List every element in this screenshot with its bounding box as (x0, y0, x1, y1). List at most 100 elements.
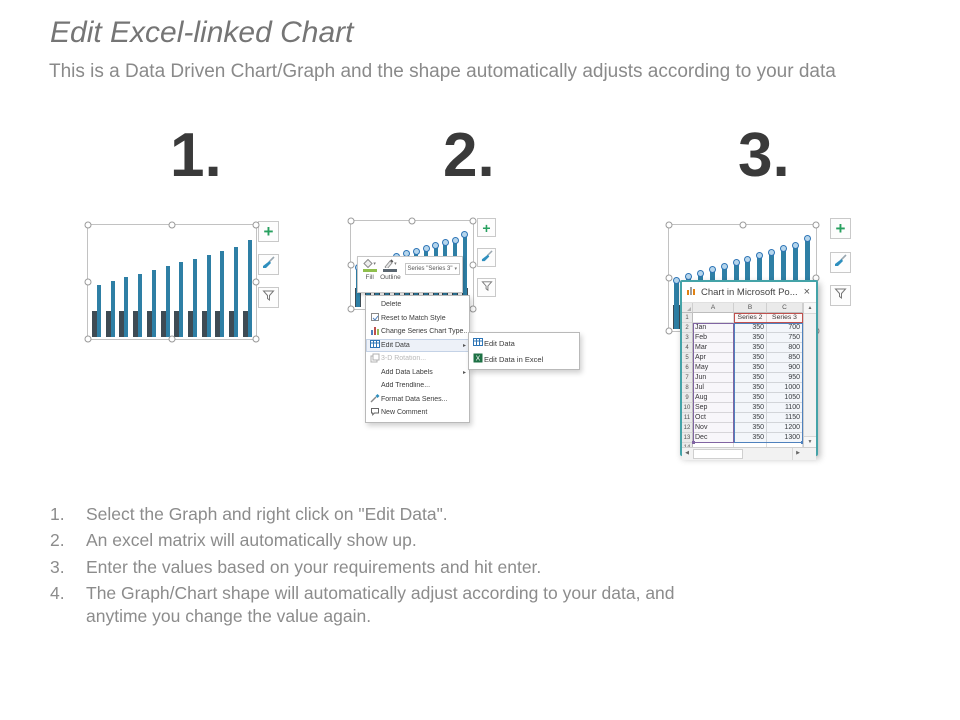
cell-c5[interactable]: 850 (767, 353, 803, 363)
chart-styles-button[interactable] (830, 252, 851, 273)
selection-handle[interactable] (347, 305, 355, 313)
scroll-right-icon[interactable]: ▶ (792, 448, 803, 460)
cell-b9[interactable]: 350 (734, 393, 767, 403)
chart-styles-button[interactable] (477, 248, 496, 267)
cell-a7[interactable]: Jun (693, 373, 734, 383)
scrollbar-thumb[interactable] (693, 449, 743, 459)
cell-c6[interactable]: 900 (767, 363, 803, 373)
cell-b6[interactable]: 350 (734, 363, 767, 373)
scroll-up-icon[interactable]: ▲ (804, 303, 816, 314)
menu-item-reset-to-match-style[interactable]: Reset to Match Style (366, 312, 469, 326)
column-header-a[interactable]: A (693, 303, 734, 313)
cell-c10[interactable]: 1100 (767, 403, 803, 413)
menu-item-change-series-chart-type[interactable]: Change Series Chart Type... (366, 325, 469, 339)
outline-button[interactable]: ▾ Outline (379, 259, 401, 281)
cell-a14[interactable] (693, 443, 734, 447)
row-number-4[interactable]: 4 (682, 343, 693, 353)
selection-handle[interactable] (347, 261, 355, 269)
cell-a9[interactable]: Aug (693, 393, 734, 403)
cell-b1[interactable]: Series 2 (734, 313, 767, 323)
cell-c12[interactable]: 1200 (767, 423, 803, 433)
chart-elements-button[interactable]: + (477, 218, 496, 237)
chart-filters-button[interactable] (830, 285, 851, 306)
cell-a2[interactable]: Jan (693, 323, 734, 333)
chart-filters-button[interactable] (258, 287, 279, 308)
row-number-1[interactable]: 1 (682, 313, 693, 323)
row-number-9[interactable]: 9 (682, 393, 693, 403)
menu-item-add-trendline[interactable]: Add Trendline... (366, 379, 469, 393)
cell-b10[interactable]: 350 (734, 403, 767, 413)
selection-handle[interactable] (739, 221, 746, 229)
selection-handle[interactable] (665, 274, 673, 282)
row-number-14[interactable]: 14 (682, 443, 693, 447)
row-number-6[interactable]: 6 (682, 363, 693, 373)
chart-styles-button[interactable] (258, 254, 279, 275)
cell-b2[interactable]: 350 (734, 323, 767, 333)
row-number-8[interactable]: 8 (682, 383, 693, 393)
selection-handle[interactable] (84, 221, 92, 229)
cell-a13[interactable]: Dec (693, 433, 734, 443)
vertical-scrollbar[interactable]: ▲ ▼ (803, 303, 816, 447)
row-number-5[interactable]: 5 (682, 353, 693, 363)
cell-a11[interactable]: Oct (693, 413, 734, 423)
cell-b11[interactable]: 350 (734, 413, 767, 423)
menu-item-format-data-series[interactable]: Format Data Series... (366, 393, 469, 407)
row-number-11[interactable]: 11 (682, 413, 693, 423)
close-icon[interactable]: × (803, 285, 810, 298)
menu-item-edit-data-in-excel[interactable]: X Edit Data in Excel (469, 351, 579, 367)
selection-handle[interactable] (252, 221, 260, 229)
selection-handle[interactable] (84, 278, 92, 286)
selection-handle[interactable] (469, 305, 477, 313)
menu-item-3-d-rotation[interactable]: 3-D Rotation... (366, 352, 469, 366)
selection-handle[interactable] (469, 261, 477, 269)
cell-c11[interactable]: 1150 (767, 413, 803, 423)
selection-handle[interactable] (665, 327, 673, 335)
selection-handle[interactable] (84, 335, 92, 343)
cell-a3[interactable]: Feb (693, 333, 734, 343)
row-number-3[interactable]: 3 (682, 333, 693, 343)
cell-b5[interactable]: 350 (734, 353, 767, 363)
cell-c1[interactable]: Series 3 (767, 313, 803, 323)
row-number-12[interactable]: 12 (682, 423, 693, 433)
horizontal-scrollbar[interactable]: ◀ ▶ (682, 447, 816, 460)
cell-b8[interactable]: 350 (734, 383, 767, 393)
chart-elements-button[interactable]: + (830, 218, 851, 239)
scroll-down-icon[interactable]: ▼ (804, 436, 816, 447)
cell-a4[interactable]: Mar (693, 343, 734, 353)
cell-c2[interactable]: 700 (767, 323, 803, 333)
cell-a6[interactable]: May (693, 363, 734, 373)
selection-handle[interactable] (347, 217, 355, 225)
scroll-left-icon[interactable]: ◀ (685, 450, 689, 456)
selection-handle[interactable] (469, 217, 477, 225)
cell-b14[interactable] (734, 443, 767, 447)
cell-c4[interactable]: 800 (767, 343, 803, 353)
row-number-13[interactable]: 13 (682, 433, 693, 443)
menu-item-new-comment[interactable]: New Comment (366, 406, 469, 420)
selection-handle[interactable] (252, 278, 260, 286)
cell-b3[interactable]: 350 (734, 333, 767, 343)
cell-b13[interactable]: 350 (734, 433, 767, 443)
menu-item-edit-data[interactable]: Edit Data ▸ (366, 338, 469, 352)
cell-a8[interactable]: Jul (693, 383, 734, 393)
cell-c3[interactable]: 750 (767, 333, 803, 343)
cell-c13[interactable]: 1300 (767, 433, 803, 443)
selection-handle[interactable] (252, 335, 260, 343)
excel-window-titlebar[interactable]: Chart in Microsoft Po... × (682, 282, 816, 303)
fill-button[interactable]: ▾ Fill (360, 258, 379, 281)
cell-c14[interactable] (767, 443, 803, 447)
chart-1-selected-object[interactable] (84, 221, 260, 343)
cell-a5[interactable]: Apr (693, 353, 734, 363)
cell-c7[interactable]: 950 (767, 373, 803, 383)
menu-item-delete[interactable]: Delete (366, 298, 469, 312)
selection-handle[interactable] (168, 335, 176, 343)
selection-handle[interactable] (665, 221, 673, 229)
cell-b7[interactable]: 350 (734, 373, 767, 383)
cell-a10[interactable]: Sep (693, 403, 734, 413)
cell-b12[interactable]: 350 (734, 423, 767, 433)
series-selector-dropdown[interactable]: Series "Series 3" ▾ (404, 263, 460, 275)
cell-c9[interactable]: 1050 (767, 393, 803, 403)
row-number-2[interactable]: 2 (682, 323, 693, 333)
row-number-7[interactable]: 7 (682, 373, 693, 383)
cell-a12[interactable]: Nov (693, 423, 734, 433)
chart-filters-button[interactable] (477, 278, 496, 297)
